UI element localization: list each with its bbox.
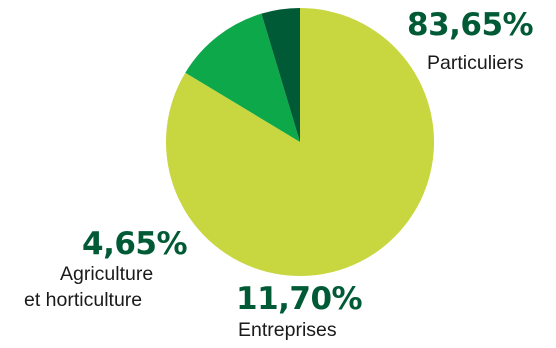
slice-entreprises [185,13,300,143]
category-label-particuliers: Particuliers [427,52,524,74]
value-label-entreprises: 11,70% [236,281,363,317]
value-label-agriculture: 4,65% [82,226,188,262]
slice-agriculture [261,8,300,142]
slice-particuliers [165,8,434,276]
category-label-agriculture-line2: et horticulture [24,289,143,311]
category-label-entreprises: Entreprises [238,319,337,341]
value-label-particuliers: 83,65% [407,7,534,43]
category-label-agriculture-line1: Agriculture [60,263,154,285]
